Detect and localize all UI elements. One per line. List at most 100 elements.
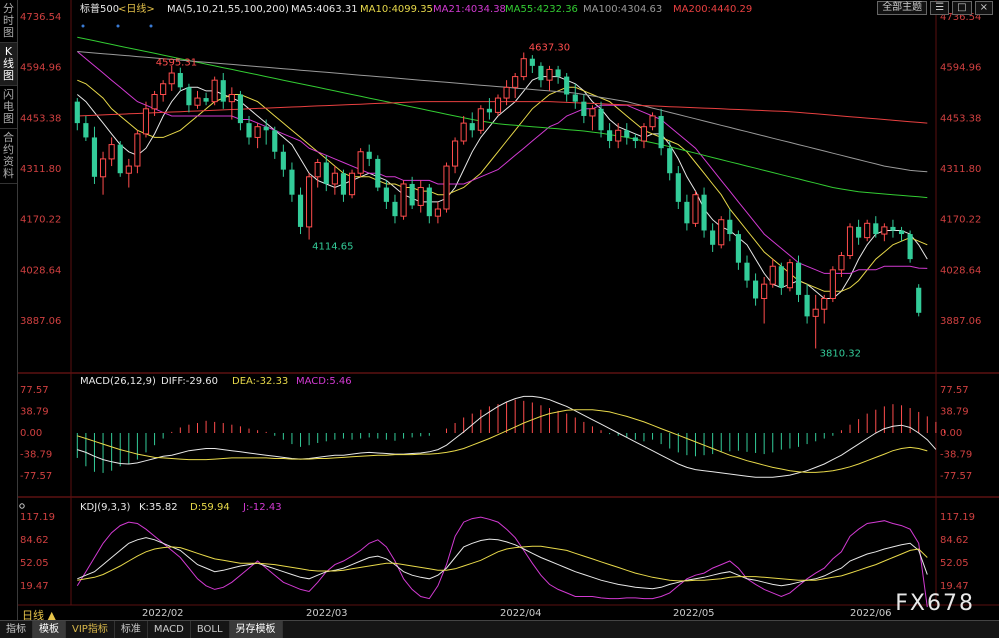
candle-body: [701, 194, 707, 231]
ma-line-ma21: [76, 51, 928, 274]
chart-svg[interactable]: 标普500<日线> MA(5,10,21,55,100,200) MA5:4063.…: [18, 0, 999, 620]
price-tick-left: 4453.38: [20, 113, 61, 124]
period-selector[interactable]: 日线 ▲: [22, 609, 56, 622]
candle-body: [615, 129, 622, 142]
date-tick: 2022/06: [850, 608, 892, 619]
candle-body: [383, 187, 389, 202]
candle-body: [280, 151, 286, 170]
candle-body: [856, 226, 862, 238]
ma-line-ma200: [77, 101, 928, 124]
price-tick-right: 4736.54: [940, 12, 981, 23]
candle-body: [168, 72, 175, 85]
bottom-tab-template[interactable]: 模板: [33, 621, 66, 638]
kdj-tick-right: 117.19: [940, 512, 975, 523]
ma-line-ma55: [77, 36, 928, 199]
candle-body: [846, 226, 854, 257]
kdj-tick-left: 52.05: [20, 558, 49, 569]
macd-tick-left: -77.57: [20, 471, 52, 482]
candle-body: [821, 297, 828, 310]
kdj-tick-right: 19.47: [940, 581, 969, 592]
ma-value-label: MA100:4304.63: [583, 4, 662, 15]
tab-contract-info[interactable]: 合约资料: [0, 129, 17, 184]
candle-body: [99, 158, 107, 178]
candle-body: [314, 161, 321, 178]
kdj-tick-left: 117.19: [20, 512, 55, 523]
macd-tick-right: 77.57: [940, 385, 969, 396]
candle-body: [778, 266, 784, 288]
candle-body: [538, 65, 544, 81]
candle-body: [873, 223, 879, 235]
tab-lightning[interactable]: 闪电图: [0, 86, 17, 129]
candle-body: [469, 123, 475, 131]
close-icon[interactable]: ×: [974, 1, 993, 15]
kdj-d-label: D:59.94: [190, 502, 230, 513]
date-tick: 2022/03: [306, 608, 348, 619]
bottom-tab-standard[interactable]: 标准: [115, 621, 148, 638]
ma-value-label: MA21:4034.38: [433, 4, 506, 15]
candle-body: [357, 151, 364, 174]
candle-body: [829, 269, 836, 299]
candle-body: [91, 137, 98, 177]
kdj-j-label: J:-12.43: [242, 502, 282, 513]
candle-body: [203, 98, 209, 102]
candle-body: [795, 262, 802, 295]
bottom-tab-indicator[interactable]: 指标: [0, 621, 33, 638]
kdj-k-line: [77, 537, 928, 590]
kdj-k-label: K:35.82: [139, 502, 178, 513]
candle-body: [804, 294, 810, 317]
candle-body: [177, 73, 183, 88]
candle-body: [246, 123, 252, 138]
candle-body: [151, 93, 158, 110]
candle-body: [134, 133, 141, 167]
macd-title: MACD(26,12,9): [80, 376, 156, 387]
theme-select[interactable]: 全部主题: [877, 1, 928, 15]
settings-icon[interactable]: ☰: [930, 1, 950, 15]
ma-title: MA(5,10,21,55,100,200): [167, 4, 289, 15]
price-tick-right: 3887.06: [940, 316, 981, 327]
candle-body: [254, 126, 261, 138]
bottom-tab-boll[interactable]: BOLL: [191, 621, 230, 638]
kdj-title: KDJ(9,3,3): [80, 502, 131, 513]
annotation-high-2: 4637.30: [529, 43, 570, 54]
macd-dea-line: [77, 409, 928, 473]
candle-body: [289, 169, 295, 195]
candle-body: [108, 144, 115, 160]
marker-dot: [81, 24, 85, 28]
price-tick-left: 4170.22: [20, 215, 61, 226]
macd-value-label: MACD:5.46: [296, 376, 352, 387]
candle-body: [520, 58, 527, 78]
candle-body: [632, 137, 638, 142]
macd-tick-left: 0.00: [20, 428, 42, 439]
candle-body: [160, 83, 167, 95]
ma-value-label: MA10:4099.35: [360, 4, 433, 15]
candle-body: [512, 76, 519, 88]
kdj-j-line: [76, 516, 928, 608]
macd-tick-left: -38.79: [20, 450, 52, 461]
candle-body: [675, 173, 681, 202]
bottom-tab-vip[interactable]: VIP指标: [66, 621, 115, 638]
chart-area[interactable]: 标普500 <日线> MA(5,10,21,55,100,200) MA5:4063.…: [18, 0, 999, 620]
candle-body: [916, 287, 922, 313]
tab-intraday[interactable]: 分时图: [0, 0, 17, 43]
candle-body: [486, 108, 492, 113]
candle-body: [194, 97, 201, 106]
candle-body: [142, 108, 150, 135]
price-tick-right: 4028.64: [940, 265, 981, 276]
candle-body: [117, 144, 123, 174]
tab-kline[interactable]: K线图: [0, 43, 17, 86]
candle-body: [718, 219, 725, 246]
price-tick-left: 4028.64: [20, 265, 61, 276]
price-tick-right: 4311.80: [940, 164, 981, 175]
candle-body: [83, 123, 89, 138]
candle-body: [306, 176, 313, 228]
date-tick: 2022/02: [142, 608, 184, 619]
bottom-tab-macd[interactable]: MACD: [148, 621, 191, 638]
window-icon[interactable]: □: [952, 1, 972, 15]
bottom-tab-save-template[interactable]: 另存模板: [229, 621, 283, 638]
candle-body: [564, 76, 570, 95]
annotation-low-2: 3810.32: [820, 348, 861, 359]
instrument-label: 标普500: [80, 2, 119, 15]
candle-body: [400, 183, 407, 217]
macd-tick-right: -77.57: [940, 471, 972, 482]
candle-body: [555, 69, 561, 77]
